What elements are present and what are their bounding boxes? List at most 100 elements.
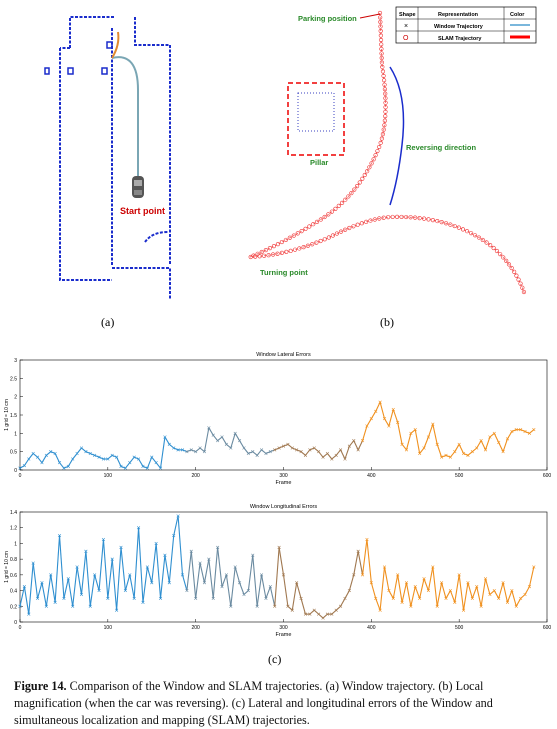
- error-point-marker: [448, 588, 452, 593]
- slam-marker: [368, 218, 373, 223]
- error-point-marker: [251, 450, 255, 454]
- slam-marker: [267, 246, 273, 251]
- slam-marker: [381, 127, 386, 132]
- error-point-marker: [365, 424, 369, 428]
- error-line-segment: [357, 551, 364, 575]
- error-line-segment: [397, 574, 403, 603]
- error-point-marker: [404, 581, 409, 585]
- error-point-marker: [273, 448, 277, 452]
- slam-marker: [395, 214, 400, 219]
- error-point-marker: [369, 581, 373, 585]
- error-point-marker: [40, 581, 44, 585]
- error-point-marker: [352, 573, 356, 577]
- error-line-segment: [300, 598, 306, 615]
- error-point-marker: [115, 608, 119, 612]
- error-line-segment: [423, 436, 429, 449]
- error-point-marker: [53, 451, 57, 456]
- slam-marker: [383, 114, 388, 119]
- error-line-segment: [498, 442, 504, 452]
- error-line-segment: [449, 590, 456, 603]
- slam-marker: [262, 253, 267, 258]
- error-line-segment: [296, 449, 302, 453]
- chart-ylabel: 1 grid = 10 cm: [4, 399, 10, 431]
- error-line-segment: [454, 574, 460, 603]
- error-point-marker: [154, 541, 158, 546]
- error-point-marker: [461, 451, 466, 456]
- error-point-marker: [422, 446, 426, 450]
- error-point-marker: [27, 457, 31, 461]
- error-point-marker: [27, 612, 31, 616]
- error-point-marker: [75, 565, 79, 569]
- error-point-marker: [497, 596, 501, 601]
- slam-marker: [488, 243, 493, 248]
- slam-marker: [311, 222, 316, 227]
- error-line-segment: [423, 578, 429, 591]
- error-line-segment: [476, 586, 482, 607]
- error-point-marker: [532, 565, 536, 569]
- error-point-marker: [295, 581, 299, 585]
- error-point-marker: [97, 588, 101, 593]
- error-point-marker: [194, 450, 198, 454]
- chart-title: Window Longitudinal Errors: [250, 504, 318, 510]
- error-point-marker: [400, 442, 404, 446]
- slam-marker: [355, 222, 360, 227]
- error-line-segment: [159, 555, 166, 599]
- error-point-marker: [128, 573, 132, 577]
- error-line-segment: [296, 582, 302, 599]
- error-point-marker: [444, 453, 448, 457]
- slam-marker: [426, 217, 431, 222]
- error-point-marker: [246, 451, 250, 456]
- slam-marker: [303, 226, 308, 231]
- error-line-segment: [344, 590, 350, 599]
- error-line-segment: [138, 527, 144, 603]
- error-point-marker: [141, 464, 145, 468]
- slam-marker: [494, 248, 500, 254]
- slam-marker: [383, 91, 388, 96]
- error-line-segment: [291, 582, 298, 611]
- slam-marker: [263, 247, 268, 253]
- error-line-segment: [159, 436, 166, 469]
- error-point-marker: [62, 466, 66, 470]
- error-line-segment: [142, 566, 148, 603]
- x-tick-label: 300: [279, 473, 288, 479]
- error-line-segment: [375, 598, 381, 611]
- error-point-marker: [123, 466, 128, 470]
- error-line-segment: [116, 547, 122, 611]
- chart-xlabel: Frame: [276, 632, 292, 638]
- error-point-marker: [439, 455, 444, 459]
- slam-marker: [275, 251, 280, 256]
- error-line-segment: [436, 582, 443, 607]
- error-point-marker: [369, 417, 373, 421]
- error-point-marker: [132, 455, 136, 459]
- error-line-segment: [256, 574, 263, 607]
- error-line-segment: [463, 582, 469, 611]
- error-point-marker: [202, 581, 207, 585]
- slam-marker: [314, 219, 320, 224]
- error-point-marker: [347, 588, 351, 593]
- error-point-marker: [251, 553, 255, 557]
- error-line-segment: [357, 440, 364, 451]
- error-point-marker: [66, 464, 70, 468]
- slam-marker: [509, 265, 514, 271]
- error-point-marker: [207, 557, 211, 561]
- error-point-marker: [466, 453, 470, 457]
- error-line-segment: [274, 447, 280, 451]
- slam-marker: [379, 42, 384, 47]
- error-point-marker: [519, 596, 523, 601]
- error-point-marker: [119, 464, 123, 468]
- slam-marker: [359, 221, 364, 226]
- error-line-segment: [265, 586, 271, 599]
- window-trajectory-start-segment: [111, 31, 120, 59]
- slam-marker: [464, 229, 470, 234]
- error-point-marker: [62, 596, 66, 601]
- slam-marker: [364, 219, 369, 224]
- error-point-marker: [220, 435, 224, 439]
- error-point-marker: [317, 450, 321, 454]
- slam-marker: [318, 238, 323, 244]
- error-line-segment: [133, 456, 139, 460]
- error-line-segment: [340, 598, 346, 607]
- slam-marker: [301, 245, 306, 250]
- slam-marker: [347, 225, 352, 231]
- caption-text: Comparison of the Window and SLAM trajec…: [14, 679, 493, 727]
- slam-marker: [380, 131, 386, 137]
